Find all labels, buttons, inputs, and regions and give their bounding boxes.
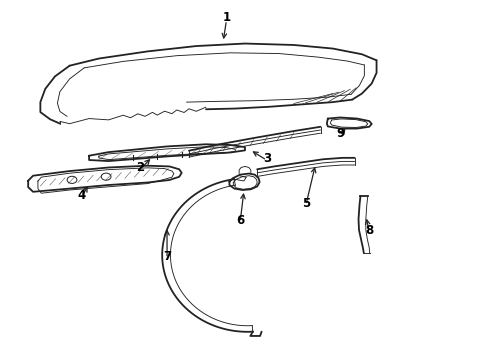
Text: 4: 4 bbox=[77, 189, 86, 202]
Text: 6: 6 bbox=[236, 213, 244, 226]
Text: 1: 1 bbox=[222, 11, 231, 24]
Text: 7: 7 bbox=[163, 250, 171, 263]
Text: 2: 2 bbox=[136, 161, 145, 174]
Text: 3: 3 bbox=[263, 152, 271, 165]
Text: 8: 8 bbox=[365, 224, 373, 237]
Text: 5: 5 bbox=[302, 197, 310, 210]
Text: 9: 9 bbox=[336, 127, 344, 140]
